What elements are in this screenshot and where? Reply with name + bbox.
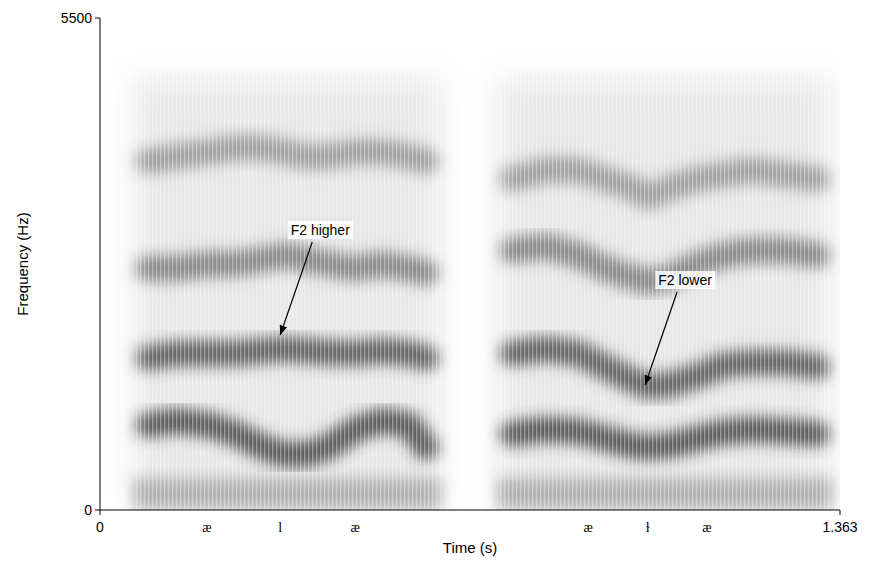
striations (498, 18, 832, 510)
x-axis (100, 510, 840, 511)
annotation-arrow (645, 292, 677, 385)
segment-label: æ (202, 520, 211, 535)
segment-label: æ (583, 520, 592, 535)
segment-label: æ (702, 520, 711, 535)
y-tick-label: 5500 (61, 10, 92, 26)
annotation-text: F2 lower (658, 272, 712, 288)
y-axis-title: Frequency (Hz) (14, 212, 31, 315)
segment-label: l (278, 520, 282, 535)
y-tick (95, 18, 100, 19)
segment-label: ɫ (646, 520, 650, 535)
y-axis (100, 18, 101, 510)
x-tick (840, 510, 841, 515)
chart: 0 5500 0 1.363 æ l æ æ ɫ æ Time (s) Frequency (Hz) F… (0, 0, 871, 569)
annotation-arrow (280, 242, 312, 335)
x-axis-title: Time (s) (443, 539, 497, 556)
plot-area (134, 18, 832, 510)
y-tick-label: 0 (84, 502, 92, 518)
striations (134, 18, 441, 510)
annotation-patch (655, 271, 715, 289)
annotation-text: F2 higher (291, 222, 350, 238)
annotation-patch (288, 221, 353, 239)
x-tick-label: 1.363 (822, 519, 857, 535)
x-tick (100, 510, 101, 515)
y-tick (95, 510, 100, 511)
segment-label: æ (351, 520, 360, 535)
x-tick-label: 0 (96, 519, 104, 535)
